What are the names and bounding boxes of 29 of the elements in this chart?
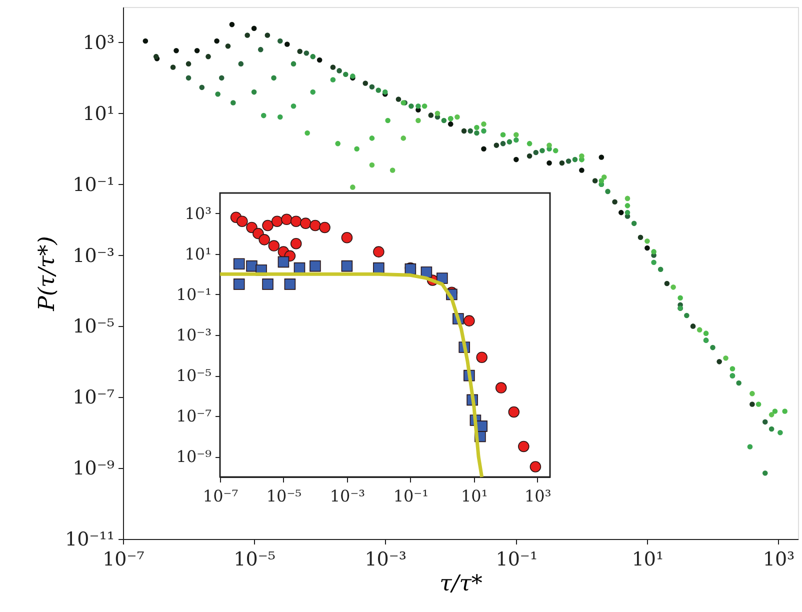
x-tick-label: 10¹ — [461, 486, 488, 506]
x-tick-label: 10³ — [524, 486, 552, 506]
y-tick-label: 10⁻³ — [176, 326, 212, 344]
y-tick-label: 10⁻¹ — [176, 284, 212, 304]
x-tick-label: 10⁻⁷ — [202, 486, 238, 506]
x-tick-label: 10⁻³ — [364, 548, 407, 570]
y-tick-label: 10⁻³ — [72, 244, 114, 267]
x-tick-label: 10⁻⁵ — [266, 486, 302, 506]
y-tick-label: 10⁻⁹ — [176, 447, 212, 466]
x-tick-label: 10⁻¹ — [393, 486, 429, 506]
x-tick-label: 10³ — [762, 548, 795, 570]
y-tick-label: 10⁻¹ — [72, 174, 114, 196]
x-tick-label: 10¹ — [632, 548, 664, 570]
x-tick-label: 10⁻⁷ — [102, 548, 145, 570]
x-tick-label: 10⁻¹ — [496, 548, 538, 570]
y-tick-label: 10⁻⁵ — [176, 366, 212, 386]
y-tick-label: 10¹ — [184, 244, 212, 264]
x-tick-label: 10⁻³ — [330, 486, 366, 506]
x-axis-title: τ/τ* — [440, 572, 482, 596]
y-tick-label: 10⁻⁹ — [72, 458, 115, 480]
x-tick-label: 10⁻⁵ — [234, 548, 276, 570]
y-tick-label: 10⁻⁷ — [72, 386, 115, 409]
y-tick-label: 10¹ — [82, 102, 114, 125]
y-axis-title: P(τ/τ*) — [35, 236, 60, 312]
y-tick-label: 10³ — [184, 204, 212, 223]
y-tick-label: 10⁻⁷ — [176, 406, 212, 426]
y-tick-label: 10⁻¹¹ — [65, 528, 114, 550]
y-tick-label: 10⁻⁵ — [72, 316, 114, 338]
y-tick-label: 10³ — [82, 32, 114, 54]
